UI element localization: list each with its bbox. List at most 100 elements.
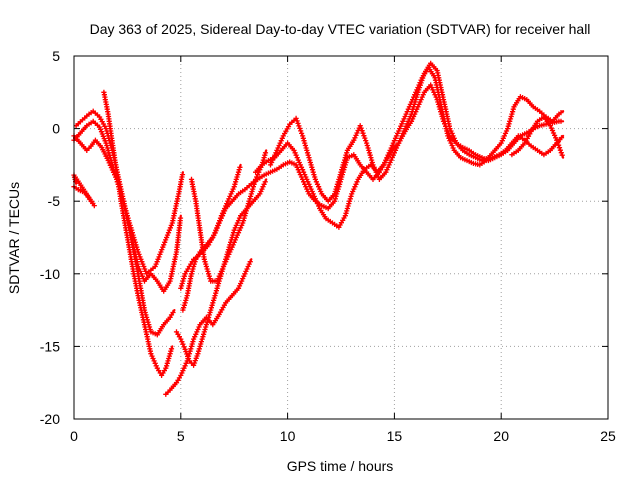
data-point: [149, 353, 155, 359]
data-point: [416, 85, 423, 91]
data-point: [353, 132, 359, 138]
data-series: [71, 60, 565, 397]
data-point: [127, 222, 133, 228]
data-point: [295, 120, 301, 126]
data-point: [389, 155, 395, 161]
data-point: [237, 164, 243, 170]
data-point: [203, 261, 209, 267]
data-point: [235, 172, 241, 178]
data-point: [409, 109, 415, 115]
data-point: [114, 179, 120, 185]
data-point: [365, 145, 371, 151]
data-point: [223, 259, 229, 265]
data-point: [106, 135, 112, 141]
data-point: [211, 295, 217, 301]
data-point: [201, 256, 207, 262]
y-tick-label: -10: [40, 266, 60, 282]
data-point: [189, 268, 195, 274]
data-point: [296, 123, 302, 129]
data-point: [139, 273, 145, 279]
data-point: [341, 159, 347, 166]
data-point: [152, 263, 158, 270]
data-point: [191, 261, 197, 267]
data-point: [161, 242, 167, 248]
data-point: [181, 305, 187, 311]
data-point: [413, 94, 420, 100]
data-point: [332, 191, 338, 197]
satellite-track-5: [71, 172, 97, 209]
data-point: [167, 225, 173, 231]
data-point: [153, 261, 159, 267]
data-point: [188, 346, 194, 352]
data-point: [181, 302, 187, 308]
data-point: [130, 232, 136, 238]
data-point: [190, 339, 196, 345]
data-point: [164, 363, 170, 369]
data-point: [558, 150, 564, 156]
x-tick-label: 20: [493, 428, 509, 444]
data-point: [247, 259, 253, 265]
data-point: [231, 184, 237, 190]
data-point: [279, 135, 285, 141]
data-point: [306, 155, 312, 161]
data-point: [135, 249, 141, 255]
data-point: [410, 106, 416, 112]
data-point: [554, 137, 560, 143]
series-trace: [181, 83, 565, 312]
data-point: [108, 157, 114, 163]
data-point: [180, 307, 186, 313]
data-point: [163, 237, 169, 243]
data-point: [362, 135, 368, 141]
data-point: [203, 322, 209, 328]
data-point: [249, 188, 255, 195]
data-point: [122, 203, 128, 209]
data-point: [104, 128, 110, 134]
data-point: [146, 324, 153, 330]
data-point: [183, 297, 189, 303]
data-point: [142, 266, 148, 272]
data-point: [369, 159, 375, 166]
data-point: [104, 142, 110, 149]
satellite-track-4: [71, 118, 186, 277]
data-point: [502, 130, 509, 136]
data-point: [131, 237, 138, 243]
data-point: [505, 123, 511, 129]
data-point: [121, 201, 127, 207]
data-point: [120, 198, 126, 204]
data-point: [316, 184, 322, 190]
data-point: [166, 227, 172, 233]
data-point: [510, 109, 516, 115]
data-point: [396, 140, 402, 146]
data-point: [206, 271, 212, 277]
data-point: [198, 339, 204, 345]
data-point: [235, 169, 242, 175]
data-point: [232, 225, 238, 231]
data-point: [163, 365, 169, 371]
data-point: [124, 210, 130, 216]
data-point: [334, 184, 340, 190]
axis-ticks: 0 5 10 15 20 25 -20 -15 -10 -5 0 5: [40, 48, 616, 444]
data-point: [361, 133, 367, 139]
data-point: [139, 259, 145, 265]
data-point: [510, 106, 516, 112]
data-point: [240, 218, 247, 224]
data-point: [109, 159, 115, 166]
data-point: [119, 196, 125, 202]
data-point: [129, 230, 135, 236]
data-point: [337, 172, 343, 178]
data-point: [413, 97, 419, 103]
data-point: [215, 276, 221, 282]
data-point: [295, 157, 301, 163]
data-point: [188, 271, 195, 277]
data-point: [179, 339, 185, 345]
data-point: [233, 176, 239, 182]
data-point: [309, 188, 315, 195]
data-point: [229, 244, 235, 250]
data-point: [372, 167, 378, 173]
data-point: [183, 349, 189, 355]
data-point: [136, 251, 142, 257]
data-point: [181, 276, 187, 282]
data-point: [137, 254, 143, 260]
x-tick-label: 0: [70, 428, 78, 444]
chart-title: Day 363 of 2025, Sidereal Day-to-day VTE…: [90, 21, 591, 37]
